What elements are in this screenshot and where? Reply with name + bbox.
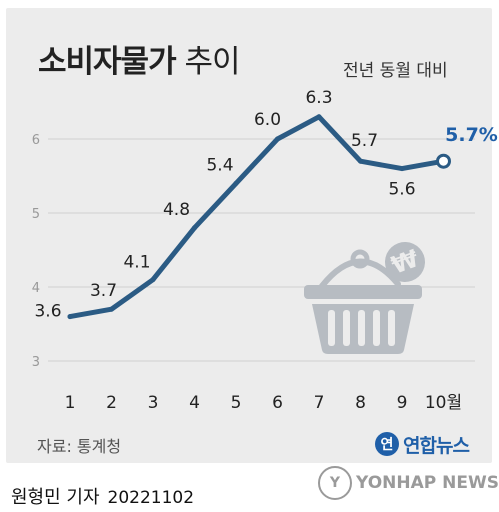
data-point (275, 136, 280, 142)
title-light: 추이 (184, 44, 240, 80)
x-tick-label: 6 (272, 393, 283, 413)
data-point (358, 158, 363, 164)
yonhap-logo: 연 연합뉴스 (375, 430, 470, 458)
data-label: 5.4 (206, 155, 233, 175)
data-point (233, 180, 239, 186)
data-point (150, 277, 156, 283)
source-note: 자료: 통계청 (37, 437, 122, 456)
y-tick-label: 3 (32, 355, 40, 370)
data-label: 5.7% (445, 124, 498, 146)
data-point (67, 314, 73, 320)
x-axis: 1 2 3 4 5 6 7 8 9 10월 (65, 393, 463, 413)
y-tick-label: 4 (32, 281, 40, 296)
data-labels: 3.6 3.7 4.1 4.8 5.4 6.0 6.3 5.7 5.6 5.7% (34, 88, 497, 322)
data-point-highlight (436, 153, 451, 169)
x-tick-label: 4 (189, 393, 200, 413)
author: 원형민 기자 (11, 487, 100, 508)
data-label: 3.6 (34, 302, 61, 322)
page-title: 소비자물가 추이 (38, 36, 241, 81)
data-label: 3.7 (90, 281, 117, 301)
data-label: 5.6 (388, 180, 415, 200)
data-point (316, 114, 322, 120)
publish-date: 20221102 (107, 488, 195, 508)
data-label: 4.8 (163, 200, 190, 220)
y-tick-label: 5 (32, 207, 40, 222)
data-label: 5.7 (351, 131, 378, 151)
x-tick-label: 5 (231, 393, 242, 413)
y-axis: 3 4 5 6 (32, 133, 40, 370)
chart-subtitle: 전년 동월 대비 (343, 61, 448, 81)
data-point (109, 306, 114, 312)
x-tick-label: 10월 (425, 393, 462, 413)
won-sign-icon: ₩ (385, 242, 425, 282)
data-point (192, 225, 197, 231)
chart-panel (6, 8, 492, 463)
watermark-icon: Y (318, 466, 352, 500)
byline: 원형민 기자 20221102 (11, 483, 194, 509)
x-tick-label: 7 (314, 393, 325, 413)
x-tick-label: 1 (65, 393, 76, 413)
series-line (67, 114, 446, 320)
data-label: 6.3 (305, 88, 332, 108)
yonhap-logo-icon: 연 (375, 432, 399, 456)
series-polyline (67, 114, 446, 320)
x-tick-label: 2 (106, 393, 117, 413)
y-tick-label: 6 (32, 133, 40, 148)
x-tick-label: 9 (397, 393, 408, 413)
data-points (67, 114, 451, 320)
title-bold: 소비자물가 (38, 44, 177, 80)
data-label: 4.1 (123, 253, 150, 273)
watermark-text: YONHAP NEWS (356, 473, 499, 493)
x-tick-label: 8 (355, 393, 366, 413)
shopping-basket-icon (304, 249, 422, 354)
x-tick-label: 3 (148, 393, 159, 413)
data-point (399, 166, 405, 172)
data-label: 6.0 (254, 110, 281, 130)
logo-text: 연합뉴스 (403, 434, 470, 457)
watermark: Y YONHAP NEWS (318, 466, 499, 500)
